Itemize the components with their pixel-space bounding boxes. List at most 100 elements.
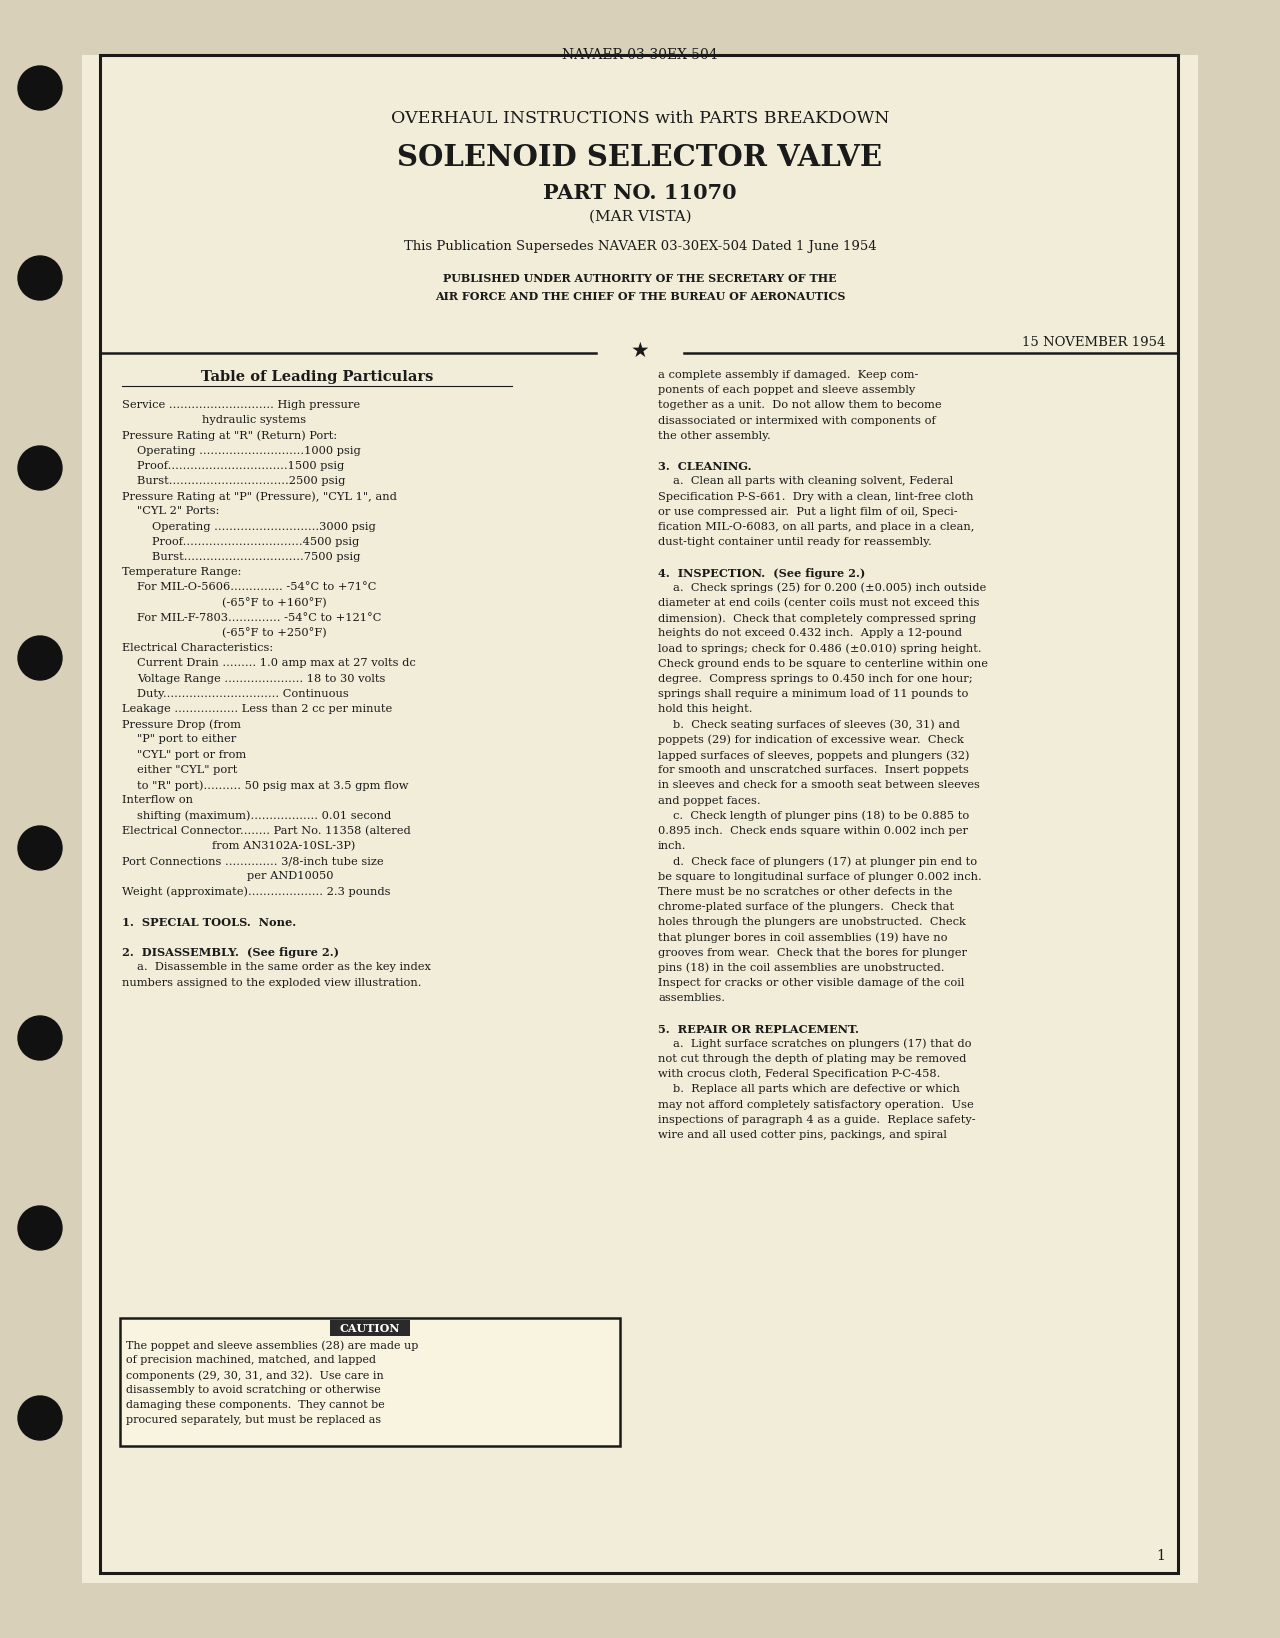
Text: Electrical Connector........ Part No. 11358 (altered: Electrical Connector........ Part No. 11… bbox=[122, 826, 411, 835]
Text: disassociated or intermixed with components of: disassociated or intermixed with compone… bbox=[658, 416, 936, 426]
Text: Proof................................1500 psig: Proof................................150… bbox=[137, 460, 344, 470]
Text: to "R" port).......... 50 psig max at 3.5 gpm flow: to "R" port).......... 50 psig max at 3.… bbox=[137, 780, 408, 791]
Circle shape bbox=[18, 1396, 61, 1440]
Text: ponents of each poppet and sleeve assembly: ponents of each poppet and sleeve assemb… bbox=[658, 385, 915, 395]
Text: hold this height.: hold this height. bbox=[658, 704, 753, 714]
Text: Pressure Rating at "P" (Pressure), "CYL 1", and: Pressure Rating at "P" (Pressure), "CYL … bbox=[122, 491, 397, 501]
Text: Port Connections .............. 3/8-inch tube size: Port Connections .............. 3/8-inch… bbox=[122, 857, 384, 867]
Text: disassembly to avoid scratching or otherwise: disassembly to avoid scratching or other… bbox=[125, 1386, 380, 1396]
Text: Service ............................ High pressure: Service ............................ Hig… bbox=[122, 400, 360, 410]
Text: NAVAER 03-30EX-504: NAVAER 03-30EX-504 bbox=[562, 48, 718, 62]
Text: dust-tight container until ready for reassembly.: dust-tight container until ready for rea… bbox=[658, 537, 932, 547]
Text: degree.  Compress springs to 0.450 inch for one hour;: degree. Compress springs to 0.450 inch f… bbox=[658, 673, 973, 685]
Text: Current Drain ......... 1.0 amp max at 27 volts dc: Current Drain ......... 1.0 amp max at 2… bbox=[137, 658, 416, 668]
Text: Pressure Rating at "R" (Return) Port:: Pressure Rating at "R" (Return) Port: bbox=[122, 431, 337, 441]
Text: The poppet and sleeve assemblies (28) are made up: The poppet and sleeve assemblies (28) ar… bbox=[125, 1340, 419, 1351]
Text: that plunger bores in coil assemblies (19) have no: that plunger bores in coil assemblies (1… bbox=[658, 932, 947, 943]
Circle shape bbox=[18, 636, 61, 680]
Text: 5.  REPAIR OR REPLACEMENT.: 5. REPAIR OR REPLACEMENT. bbox=[658, 1024, 859, 1035]
Text: Interflow on: Interflow on bbox=[122, 794, 193, 806]
Text: 3.  CLEANING.: 3. CLEANING. bbox=[658, 462, 751, 472]
Bar bbox=[120, 1319, 620, 1446]
Bar bbox=[330, 1320, 410, 1337]
Text: inspections of paragraph 4 as a guide.  Replace safety-: inspections of paragraph 4 as a guide. R… bbox=[658, 1115, 975, 1125]
Text: load to springs; check for 0.486 (±0.010) spring height.: load to springs; check for 0.486 (±0.010… bbox=[658, 644, 982, 654]
Text: springs shall require a minimum load of 11 pounds to: springs shall require a minimum load of … bbox=[658, 690, 969, 699]
Text: Operating ............................3000 psig: Operating ............................30… bbox=[152, 521, 376, 532]
Text: lapped surfaces of sleeves, poppets and plungers (32): lapped surfaces of sleeves, poppets and … bbox=[658, 750, 969, 760]
Text: Electrical Characteristics:: Electrical Characteristics: bbox=[122, 644, 273, 654]
Text: per AND10050: per AND10050 bbox=[247, 871, 334, 881]
Text: shifting (maximum).................. 0.01 second: shifting (maximum).................. 0.0… bbox=[137, 811, 392, 821]
Text: of precision machined, matched, and lapped: of precision machined, matched, and lapp… bbox=[125, 1355, 376, 1364]
Text: Burst................................7500 psig: Burst................................750… bbox=[152, 552, 361, 562]
Text: either "CYL" port: either "CYL" port bbox=[137, 765, 237, 775]
Text: Leakage ................. Less than 2 cc per minute: Leakage ................. Less than 2 cc… bbox=[122, 704, 392, 714]
Text: (MAR VISTA): (MAR VISTA) bbox=[589, 210, 691, 224]
Text: (-65°F to +160°F): (-65°F to +160°F) bbox=[221, 598, 326, 608]
Text: 1.  SPECIAL TOOLS.  None.: 1. SPECIAL TOOLS. None. bbox=[122, 917, 296, 927]
Text: Operating ............................1000 psig: Operating ............................10… bbox=[137, 446, 361, 455]
Text: Inspect for cracks or other visible damage of the coil: Inspect for cracks or other visible dama… bbox=[658, 978, 964, 988]
Text: Voltage Range ..................... 18 to 30 volts: Voltage Range ..................... 18 t… bbox=[137, 673, 385, 683]
Text: a.  Disassemble in the same order as the key index: a. Disassemble in the same order as the … bbox=[137, 963, 431, 973]
Text: grooves from wear.  Check that the bores for plunger: grooves from wear. Check that the bores … bbox=[658, 948, 966, 958]
Text: together as a unit.  Do not allow them to become: together as a unit. Do not allow them to… bbox=[658, 400, 942, 411]
Text: a.  Check springs (25) for 0.200 (±0.005) inch outside: a. Check springs (25) for 0.200 (±0.005)… bbox=[673, 583, 987, 593]
Text: numbers assigned to the exploded view illustration.: numbers assigned to the exploded view il… bbox=[122, 978, 421, 988]
Text: from AN3102A-10SL-3P): from AN3102A-10SL-3P) bbox=[212, 840, 356, 852]
Text: Specification P-S-661.  Dry with a clean, lint-free cloth: Specification P-S-661. Dry with a clean,… bbox=[658, 491, 974, 501]
Text: a.  Clean all parts with cleaning solvent, Federal: a. Clean all parts with cleaning solvent… bbox=[673, 477, 954, 486]
Circle shape bbox=[18, 66, 61, 110]
Text: 1: 1 bbox=[1156, 1550, 1165, 1563]
Text: ★: ★ bbox=[631, 341, 649, 360]
Text: be square to longitudinal surface of plunger 0.002 inch.: be square to longitudinal surface of plu… bbox=[658, 871, 982, 881]
Text: PUBLISHED UNDER AUTHORITY OF THE SECRETARY OF THE: PUBLISHED UNDER AUTHORITY OF THE SECRETA… bbox=[443, 274, 837, 283]
Text: PART NO. 11070: PART NO. 11070 bbox=[543, 183, 737, 203]
Text: a.  Light surface scratches on plungers (17) that do: a. Light surface scratches on plungers (… bbox=[673, 1038, 972, 1050]
Text: Burst................................2500 psig: Burst................................250… bbox=[137, 477, 346, 486]
Text: Duty............................... Continuous: Duty............................... Cont… bbox=[137, 690, 348, 699]
Text: 4.  INSPECTION.  (See figure 2.): 4. INSPECTION. (See figure 2.) bbox=[658, 568, 865, 578]
Text: assemblies.: assemblies. bbox=[658, 993, 724, 1002]
Circle shape bbox=[18, 1016, 61, 1060]
Text: damaging these components.  They cannot be: damaging these components. They cannot b… bbox=[125, 1400, 385, 1410]
Text: poppets (29) for indication of excessive wear.  Check: poppets (29) for indication of excessive… bbox=[658, 735, 964, 745]
Text: holes through the plungers are unobstructed.  Check: holes through the plungers are unobstruc… bbox=[658, 917, 965, 927]
Text: Pressure Drop (from: Pressure Drop (from bbox=[122, 719, 241, 731]
Text: 2.  DISASSEMBLY.  (See figure 2.): 2. DISASSEMBLY. (See figure 2.) bbox=[122, 947, 339, 958]
Text: and poppet faces.: and poppet faces. bbox=[658, 796, 760, 806]
Text: Temperature Range:: Temperature Range: bbox=[122, 567, 242, 577]
Text: procured separately, but must be replaced as: procured separately, but must be replace… bbox=[125, 1415, 381, 1425]
Text: Table of Leading Particulars: Table of Leading Particulars bbox=[201, 370, 433, 383]
Circle shape bbox=[18, 256, 61, 300]
Text: c.  Check length of plunger pins (18) to be 0.885 to: c. Check length of plunger pins (18) to … bbox=[673, 811, 969, 821]
Text: (-65°F to +250°F): (-65°F to +250°F) bbox=[221, 627, 326, 639]
Text: in sleeves and check for a smooth seat between sleeves: in sleeves and check for a smooth seat b… bbox=[658, 780, 980, 791]
Text: "P" port to either: "P" port to either bbox=[137, 734, 237, 744]
Text: fication MIL-O-6083, on all parts, and place in a clean,: fication MIL-O-6083, on all parts, and p… bbox=[658, 523, 974, 532]
Text: pins (18) in the coil assemblies are unobstructed.: pins (18) in the coil assemblies are uno… bbox=[658, 963, 945, 973]
Text: AIR FORCE AND THE CHIEF OF THE BUREAU OF AERONAUTICS: AIR FORCE AND THE CHIEF OF THE BUREAU OF… bbox=[435, 292, 845, 301]
Text: For MIL-F-7803.............. -54°C to +121°C: For MIL-F-7803.............. -54°C to +1… bbox=[137, 613, 381, 622]
Text: or use compressed air.  Put a light film of oil, Speci-: or use compressed air. Put a light film … bbox=[658, 506, 957, 518]
Text: chrome-plated surface of the plungers.  Check that: chrome-plated surface of the plungers. C… bbox=[658, 903, 954, 912]
Text: hydraulic systems: hydraulic systems bbox=[202, 414, 306, 426]
Text: heights do not exceed 0.432 inch.  Apply a 12-pound: heights do not exceed 0.432 inch. Apply … bbox=[658, 629, 963, 639]
Text: There must be no scratches or other defects in the: There must be no scratches or other defe… bbox=[658, 886, 952, 896]
Text: for smooth and unscratched surfaces.  Insert poppets: for smooth and unscratched surfaces. Ins… bbox=[658, 765, 969, 775]
Bar bbox=[82, 56, 1198, 1582]
Text: dimension).  Check that completely compressed spring: dimension). Check that completely compre… bbox=[658, 613, 977, 624]
Text: 0.895 inch.  Check ends square within 0.002 inch per: 0.895 inch. Check ends square within 0.0… bbox=[658, 826, 968, 835]
Text: may not afford completely satisfactory operation.  Use: may not afford completely satisfactory o… bbox=[658, 1099, 974, 1109]
Text: For MIL-O-5606.............. -54°C to +71°C: For MIL-O-5606.............. -54°C to +7… bbox=[137, 583, 376, 593]
Circle shape bbox=[18, 446, 61, 490]
Text: "CYL 2" Ports:: "CYL 2" Ports: bbox=[137, 506, 219, 516]
Text: wire and all used cotter pins, packings, and spiral: wire and all used cotter pins, packings,… bbox=[658, 1130, 947, 1140]
Text: with crocus cloth, Federal Specification P-C-458.: with crocus cloth, Federal Specification… bbox=[658, 1070, 941, 1079]
Text: OVERHAUL INSTRUCTIONS with PARTS BREAKDOWN: OVERHAUL INSTRUCTIONS with PARTS BREAKDO… bbox=[390, 110, 890, 128]
Bar bbox=[100, 56, 1178, 1572]
Text: This Publication Supersedes NAVAER 03-30EX-504 Dated 1 June 1954: This Publication Supersedes NAVAER 03-30… bbox=[403, 241, 877, 252]
Text: diameter at end coils (center coils must not exceed this: diameter at end coils (center coils must… bbox=[658, 598, 979, 608]
Text: CAUTION: CAUTION bbox=[339, 1322, 401, 1333]
